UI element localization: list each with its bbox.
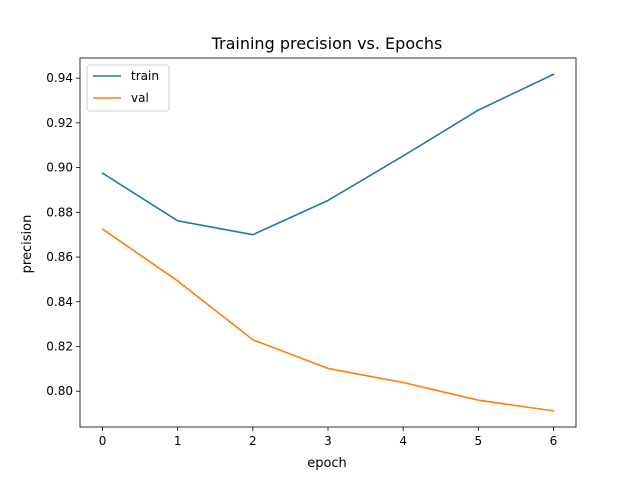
legend-label-train: train — [131, 69, 159, 83]
y-tick-label: 0.84 — [46, 295, 73, 309]
plot-area: 0 1 2 3 4 5 6 0.80 0.82 0.84 0.86 0.88 0.90 0.92 0.94 — [46, 57, 577, 448]
x-tick-label: 4 — [399, 434, 407, 448]
x-tick-label: 5 — [474, 434, 482, 448]
y-tick-label: 0.94 — [46, 71, 73, 85]
chart-title: Training precision vs. Epochs — [211, 34, 443, 53]
series-line-train — [101, 73, 555, 236]
legend-label-val: val — [131, 91, 149, 105]
series-line-val — [101, 227, 555, 412]
y-tick-label: 0.88 — [46, 205, 73, 219]
x-tick-label: 1 — [174, 434, 182, 448]
y-tick-label: 0.82 — [46, 339, 73, 353]
y-tick-label: 0.92 — [46, 116, 73, 130]
legend: train val — [86, 64, 170, 112]
y-tick-label: 0.86 — [46, 250, 73, 264]
x-tick-label: 6 — [550, 434, 558, 448]
x-tick-label: 3 — [324, 434, 332, 448]
x-tick-label: 2 — [249, 434, 257, 448]
y-axis-label: precision — [20, 215, 35, 274]
y-tick-label: 0.80 — [46, 384, 73, 398]
axes-frame — [79, 57, 577, 428]
x-tick-label: 0 — [99, 434, 107, 448]
x-axis-label: epoch — [307, 456, 347, 471]
y-tick-label: 0.90 — [46, 161, 73, 175]
